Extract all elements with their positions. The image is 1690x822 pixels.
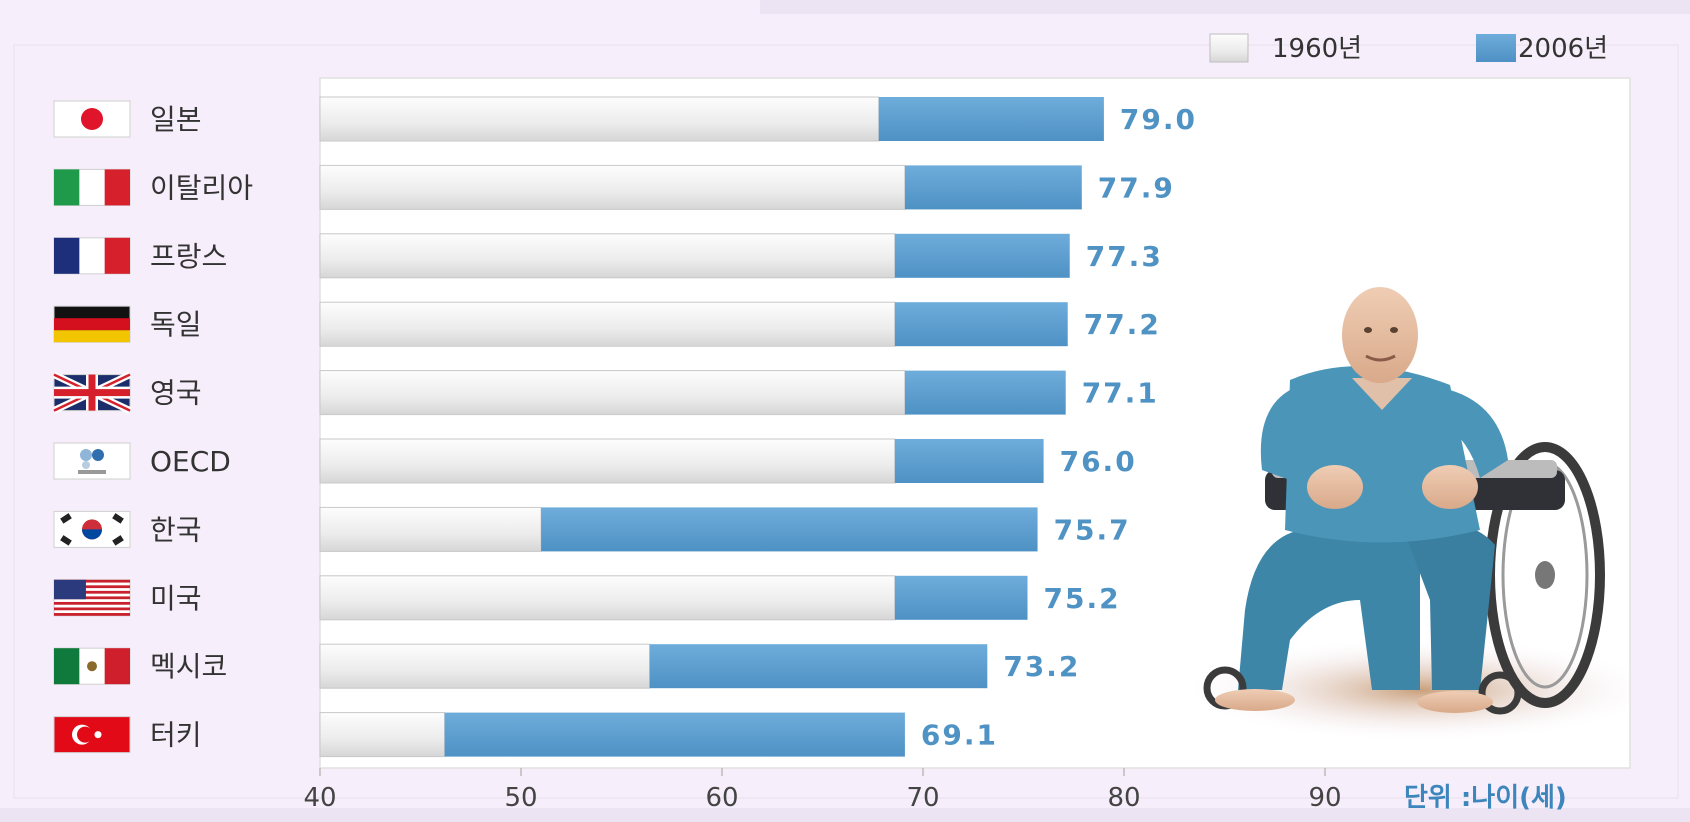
category-label-1: 일본 xyxy=(150,103,202,136)
flag-icons xyxy=(52,100,132,754)
bar-1960-10 xyxy=(319,712,446,758)
germany-flag-icon xyxy=(53,305,131,343)
legend-swatch-2006 xyxy=(1476,34,1516,62)
x-tick-label-1: 40 xyxy=(303,783,336,813)
oecd-logo-icon xyxy=(53,442,131,480)
bar-2006-4 xyxy=(894,302,1068,347)
value-label-4: 77.2 xyxy=(1084,308,1161,341)
mexico-flag-icon xyxy=(53,647,131,685)
bar-2006-3 xyxy=(894,233,1070,278)
bar-1960-4 xyxy=(319,301,896,347)
category-label-5: 영국 xyxy=(150,377,202,410)
x-tick-label-6: 90 xyxy=(1308,783,1341,813)
bar-1960-1 xyxy=(319,96,880,142)
bar-1960-3 xyxy=(319,233,896,279)
value-label-7: 75.7 xyxy=(1054,513,1131,546)
legend: 1960년 2006년 xyxy=(1209,33,1608,64)
japan-flag-icon xyxy=(53,100,131,138)
bar-1960-8 xyxy=(319,575,896,621)
france-flag-icon xyxy=(53,237,131,275)
italy-flag-icon xyxy=(53,168,131,206)
category-label-4: 독일 xyxy=(150,308,202,341)
x-tick-label-3: 60 xyxy=(705,783,738,813)
legend-swatch-1960 xyxy=(1209,33,1249,63)
value-label-2: 77.9 xyxy=(1098,171,1175,204)
bar-1960-9 xyxy=(319,643,651,689)
bar-2006-9 xyxy=(649,644,988,689)
value-label-3: 77.3 xyxy=(1086,240,1163,273)
legend-label-1960: 1960년 xyxy=(1272,34,1362,64)
bar-2006-8 xyxy=(894,575,1028,620)
category-label-2: 이탈리아 xyxy=(150,171,253,204)
usa-flag-icon xyxy=(53,579,131,617)
top-banner-strip xyxy=(760,0,1690,14)
category-label-6: OECD xyxy=(150,445,231,478)
value-label-9: 73.2 xyxy=(1003,650,1080,683)
value-label-5: 77.1 xyxy=(1082,377,1159,410)
bar-2006-2 xyxy=(904,165,1082,210)
turkey-flag-icon xyxy=(53,716,131,754)
korea-flag-icon xyxy=(53,510,131,548)
category-label-9: 멕시코 xyxy=(150,650,227,683)
uk-flag-icon xyxy=(52,371,132,414)
x-tick-label-2: 50 xyxy=(504,783,537,813)
elderly-man-wheelchair-illustration xyxy=(1190,287,1650,740)
bar-2006-6 xyxy=(894,439,1044,483)
value-label-1: 79.0 xyxy=(1120,103,1197,136)
bar-1960-7 xyxy=(319,506,542,552)
bar-group: 79.0 77.9 77.3 77.2 77.1 76.0 75.7 75.2 73.2 69.1 xyxy=(319,96,1197,758)
bar-1960-5 xyxy=(319,370,906,416)
bar-2006-7 xyxy=(541,507,1038,552)
x-tick-label-4: 70 xyxy=(906,783,939,813)
bar-1960-6 xyxy=(319,438,896,484)
category-label-8: 미국 xyxy=(150,582,202,615)
x-tick-label-5: 80 xyxy=(1107,783,1140,813)
x-axis-ticks: 40 50 60 70 80 90 xyxy=(303,768,1342,813)
value-label-8: 75.2 xyxy=(1044,582,1121,615)
bottom-banner-strip xyxy=(0,808,1690,822)
bar-2006-5 xyxy=(904,370,1066,415)
bar-2006-10 xyxy=(444,712,905,757)
value-label-10: 69.1 xyxy=(921,719,998,752)
category-label-3: 프랑스 xyxy=(150,240,227,273)
unit-label: 단위 :나이(세) xyxy=(1404,783,1567,813)
bar-1960-2 xyxy=(319,164,906,210)
category-label-7: 한국 xyxy=(150,513,202,546)
chart-panel xyxy=(13,44,1679,799)
value-label-6: 76.0 xyxy=(1060,445,1137,478)
category-label-10: 터키 xyxy=(150,719,202,752)
bar-2006-1 xyxy=(878,97,1104,141)
legend-label-2006: 2006년 xyxy=(1518,34,1608,64)
